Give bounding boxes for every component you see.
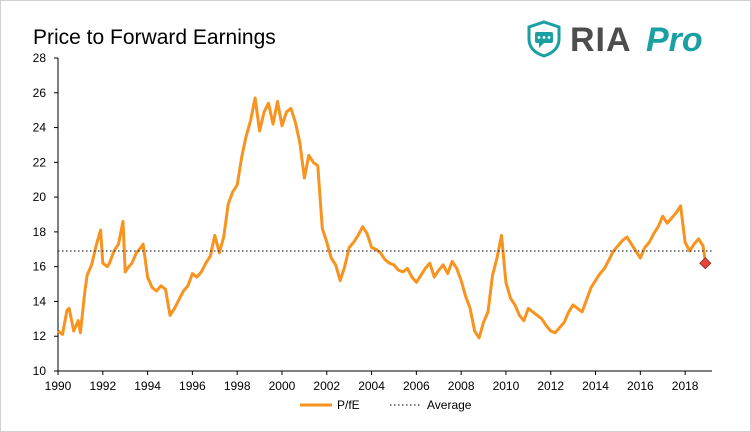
x-tick-label: 1990 [45, 379, 72, 393]
x-tick-label: 1992 [89, 379, 116, 393]
x-tick-label: 2010 [493, 379, 520, 393]
y-tick-label: 18 [33, 225, 47, 239]
x-tick-label: 2002 [313, 379, 340, 393]
latest-value-marker [699, 257, 712, 270]
series-line-p-fe [57, 96, 707, 340]
y-tick-label: 16 [33, 260, 47, 274]
y-tick-label: 12 [33, 329, 47, 343]
y-tick-label: 26 [33, 86, 47, 100]
x-tick-label: 2000 [269, 379, 296, 393]
y-tick-label: 22 [33, 155, 47, 169]
x-tick-label: 2014 [582, 379, 609, 393]
x-tick-label: 2004 [358, 379, 385, 393]
x-tick-label: 2018 [672, 379, 699, 393]
x-tick-label: 1994 [134, 379, 161, 393]
x-tick-label: 2008 [448, 379, 475, 393]
ria-pro-logo: RIA Pro [526, 20, 716, 60]
y-tick-label: 10 [33, 364, 47, 378]
legend-label-p-fe: P/fE [337, 398, 360, 412]
y-tick-label: 28 [33, 51, 47, 65]
logo-brand-text: RIA [570, 21, 632, 59]
x-tick-label: 2006 [403, 379, 430, 393]
x-tick-label: 2016 [627, 379, 654, 393]
logo-suffix-text: Pro [646, 21, 703, 59]
legend-label-average: Average [427, 398, 472, 412]
y-tick-label: 20 [33, 190, 47, 204]
chart-plot-area [57, 96, 712, 340]
x-tick-label: 1996 [179, 379, 206, 393]
chart-title: Price to Forward Earnings [33, 26, 276, 49]
y-tick-label: 14 [33, 294, 47, 308]
x-tick-label: 2012 [537, 379, 564, 393]
x-tick-label: 1998 [224, 379, 251, 393]
chart-axes: 10 12 14 16 18 20 22 24 26 28 1990 1992 1994 1996 1998… [33, 51, 712, 393]
y-tick-label: 24 [33, 121, 47, 135]
shield-chat-icon [527, 20, 561, 58]
chart-legend: P/fE Average [300, 398, 472, 412]
